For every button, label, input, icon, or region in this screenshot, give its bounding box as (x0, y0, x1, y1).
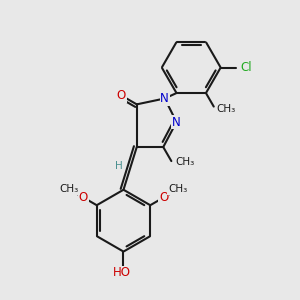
Text: CH₃: CH₃ (216, 104, 235, 114)
Text: CH₃: CH₃ (175, 158, 194, 167)
Text: CH₃: CH₃ (60, 184, 79, 194)
Text: Cl: Cl (240, 61, 252, 74)
Text: CH₃: CH₃ (168, 184, 187, 194)
Text: N: N (172, 116, 181, 128)
Text: O: O (159, 191, 168, 204)
Text: O: O (117, 89, 126, 102)
Text: HO: HO (113, 266, 131, 279)
Text: N: N (160, 92, 169, 105)
Text: O: O (79, 191, 88, 204)
Text: H: H (115, 161, 123, 171)
